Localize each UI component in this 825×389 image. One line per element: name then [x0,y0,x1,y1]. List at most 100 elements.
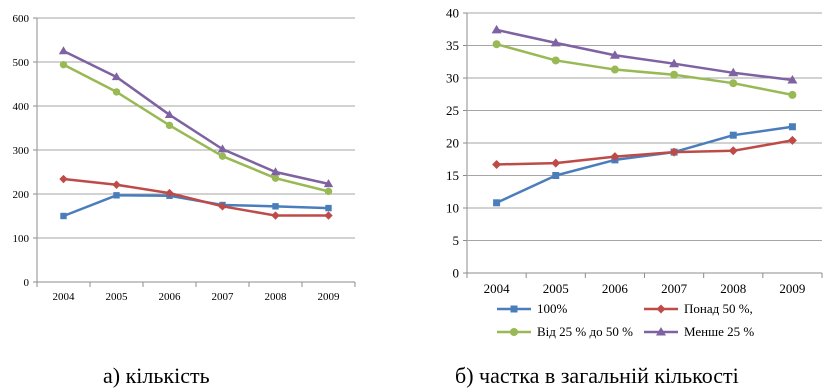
data-point-s50 [218,202,227,211]
series-line-s50 [496,139,793,166]
data-point-s25_50 [492,40,501,49]
chart-a-caption: а) кількість [103,363,210,388]
y-tick-label: 40 [446,6,459,21]
chart-b-legend: 100% Понад 50 %, Від 25 % до 50 % Менше 25 … [497,301,754,339]
legend-item-s25: Менше 25 % [644,324,754,339]
y-tick-label: 0 [453,266,460,281]
data-point-s50 [492,159,502,169]
data-point-s25 [787,74,798,84]
y-tick-label: 25 [446,103,459,118]
data-point-s100 [552,172,560,179]
y-tick-label: 200 [13,189,30,201]
legend-swatch-marker [656,327,666,336]
x-tick-label: 2004 [484,281,511,296]
data-point-s25_50 [610,65,619,74]
legend-label: 100% [537,301,568,316]
data-point-s25_50 [218,152,227,160]
series-line-s100 [496,125,793,204]
y-tick-label: 400 [13,101,30,113]
data-point-s25_50 [112,88,121,96]
data-point-s25 [669,58,680,68]
y-tick-label: 5 [453,233,460,248]
x-tick-label: 2007 [661,281,688,296]
data-point-s25 [491,24,502,34]
x-tick-label: 2004 [53,291,76,303]
chart-a-series [58,46,334,220]
y-tick-label: 600 [13,13,30,25]
legend-label: Понад 50 %, [684,301,753,316]
legend-swatch-marker [510,328,518,336]
chart-share: 0 5 10 15 20 25 30 35 40 2004 2005 2006 2007 2008 2009 [446,6,823,296]
data-point-s50 [551,158,561,168]
data-point-s25 [728,67,739,77]
series-line-s100 [63,194,329,218]
data-point-s50 [669,147,679,157]
chart-quantity: 0 100 200 300 400 500 600 2004 2005 2006 2007 2008 2… [13,13,356,303]
data-point-s100 [325,204,332,212]
data-point-s25_50 [788,90,797,99]
y-tick-label: 35 [446,38,459,53]
series-line-s25_50 [62,63,329,193]
data-point-s25 [164,110,175,118]
series-line-s25_50 [496,42,793,97]
chart-b-tick-labels: 0 5 10 15 20 25 30 35 40 2004 2005 2006 2007 2008 2009 [446,6,805,296]
legend-item-s100: 100% [497,301,568,316]
data-point-s25 [550,37,561,47]
y-tick-label: 300 [13,145,30,157]
y-tick-label: 20 [446,136,459,151]
chart-a-gridlines [33,17,356,287]
data-point-s25 [609,50,620,59]
legend-label: Менше 25 % [684,324,754,339]
y-tick-label: 30 [446,71,459,86]
data-point-s25_50 [729,79,738,88]
data-point-s25_50 [551,56,560,65]
series-line-s25 [496,28,793,82]
legend-item-s50: Понад 50 %, [644,301,753,316]
data-point-s50 [728,146,738,156]
data-point-s25 [111,72,122,81]
data-point-s25_50 [165,121,174,130]
y-tick-label: 100 [13,233,30,245]
x-tick-label: 2008 [720,281,746,296]
chart-b-gridlines [463,12,823,278]
y-tick-label: 15 [446,168,459,183]
legend-item-s25_50: Від 25 % до 50 % [497,324,633,339]
data-point-s50 [271,211,280,220]
data-point-s100 [493,199,501,207]
data-point-s100 [113,192,120,199]
data-point-s25_50 [324,187,333,196]
legend-swatch-marker [656,304,666,314]
data-point-s50 [610,152,620,162]
data-point-s25 [217,144,228,153]
x-tick-label: 2008 [265,291,288,303]
data-point-s50 [59,174,68,184]
y-tick-label: 500 [13,57,30,69]
y-tick-label: 0 [24,277,30,289]
data-point-s25_50 [59,60,68,69]
chart-a-tick-labels: 0 100 200 300 400 500 600 2004 2005 2006 2007 2008 2… [13,13,341,303]
chart-b-caption: б) частка в загальній кількості [455,363,739,388]
data-point-s25 [323,179,334,188]
data-point-s50 [165,188,174,198]
x-tick-label: 2009 [318,291,341,303]
series-line-s25 [62,49,329,186]
x-tick-label: 2007 [212,291,235,303]
y-tick-label: 10 [446,201,459,216]
x-tick-label: 2005 [106,291,129,303]
data-point-s50 [112,180,121,189]
chart-b-series [491,24,798,207]
data-point-s100 [60,212,67,220]
x-tick-label: 2006 [602,281,629,296]
series-line-s50 [63,177,329,217]
x-tick-label: 2009 [779,281,805,296]
data-point-s25_50 [271,174,280,182]
data-point-s100 [788,123,796,131]
data-point-s50 [324,211,333,220]
data-point-s25 [270,167,281,176]
legend-label: Від 25 % до 50 % [537,324,633,339]
data-point-s50 [787,135,797,145]
x-tick-label: 2005 [543,281,569,296]
data-point-s100 [272,203,279,210]
data-point-s25 [58,46,69,55]
